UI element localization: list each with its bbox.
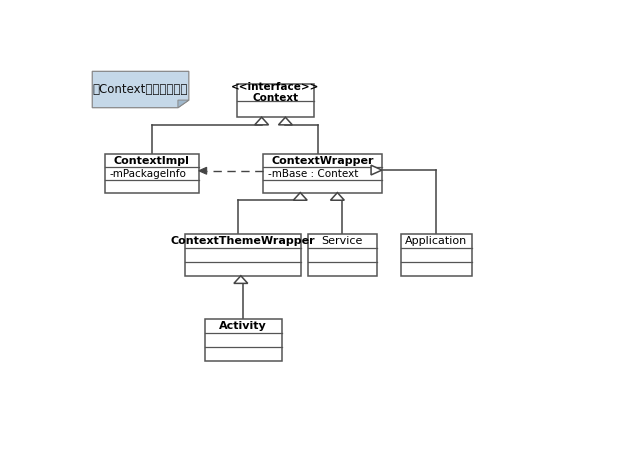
Text: ContextWrapper: ContextWrapper [272,156,374,166]
Text: Application: Application [405,236,468,246]
Polygon shape [199,167,206,174]
Bar [105,154,199,193]
Text: Activity: Activity [219,321,267,331]
Text: ContextThemeWrapper: ContextThemeWrapper [171,236,316,246]
Bar [308,234,377,276]
Polygon shape [92,71,189,108]
Bar [401,234,472,276]
Bar [185,234,302,276]
Bar [263,154,382,193]
Bar [237,84,314,117]
Polygon shape [330,193,344,200]
Text: -mBase : Context: -mBase : Context [268,169,358,179]
Text: Service: Service [321,236,363,246]
Bar [205,319,282,360]
Polygon shape [279,117,292,125]
Polygon shape [178,100,189,108]
Text: ContextImpl: ContextImpl [114,156,190,166]
Polygon shape [234,276,248,284]
Polygon shape [293,193,307,200]
Text: 该Context实则为抽象类: 该Context实则为抽象类 [93,83,189,96]
Text: -mPackageInfo: -mPackageInfo [110,169,187,179]
Polygon shape [255,117,268,125]
Polygon shape [371,165,382,175]
Text: <<interface>>
Context: <<interface>> Context [231,82,320,104]
